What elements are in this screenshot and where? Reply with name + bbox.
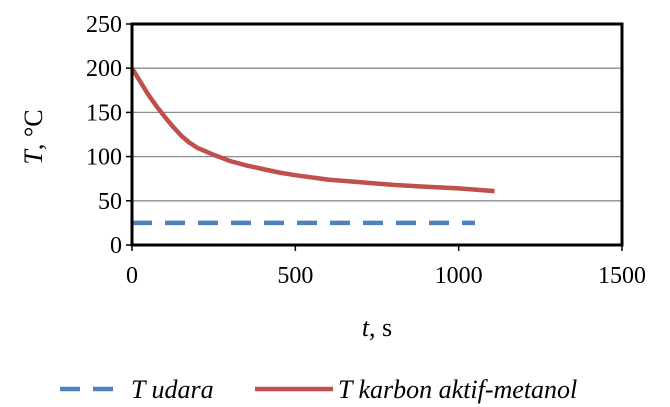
y-tick-label-4: 200 [86,56,122,82]
plot-area-frame [130,22,624,247]
y-tick-label-5: 250 [86,12,122,38]
y-tick-label-2: 100 [86,145,122,171]
y-axis-unit: , °C [19,109,48,150]
series-lines [130,67,495,226]
x-tick-label-3: 1500 [598,263,646,289]
x-axis-ticks: 0 500 1000 1500 [126,245,646,289]
y-tick-label-1: 50 [98,189,122,215]
grid-lines [132,67,622,202]
y-axis-ticks: 0 50 100 150 200 250 [86,12,132,259]
legend-label-0: T udara [131,375,214,404]
x-axis-title: t, s [362,313,392,342]
legend: T udara T karbon aktif-metanol [60,375,577,404]
x-tick-label-0: 0 [126,263,138,289]
series-line-1 [130,67,495,194]
y-axis-title: T, °C [19,109,48,164]
x-axis-var: t [362,313,370,342]
legend-label-1: T karbon aktif-metanol [338,375,577,404]
x-tick-label-1: 500 [277,263,313,289]
y-tick-label-3: 150 [86,100,122,126]
y-axis-var: T [19,149,48,165]
y-tick-label-0: 0 [110,233,122,259]
x-tick-label-2: 1000 [435,263,483,289]
x-axis-unit: , s [369,313,392,342]
